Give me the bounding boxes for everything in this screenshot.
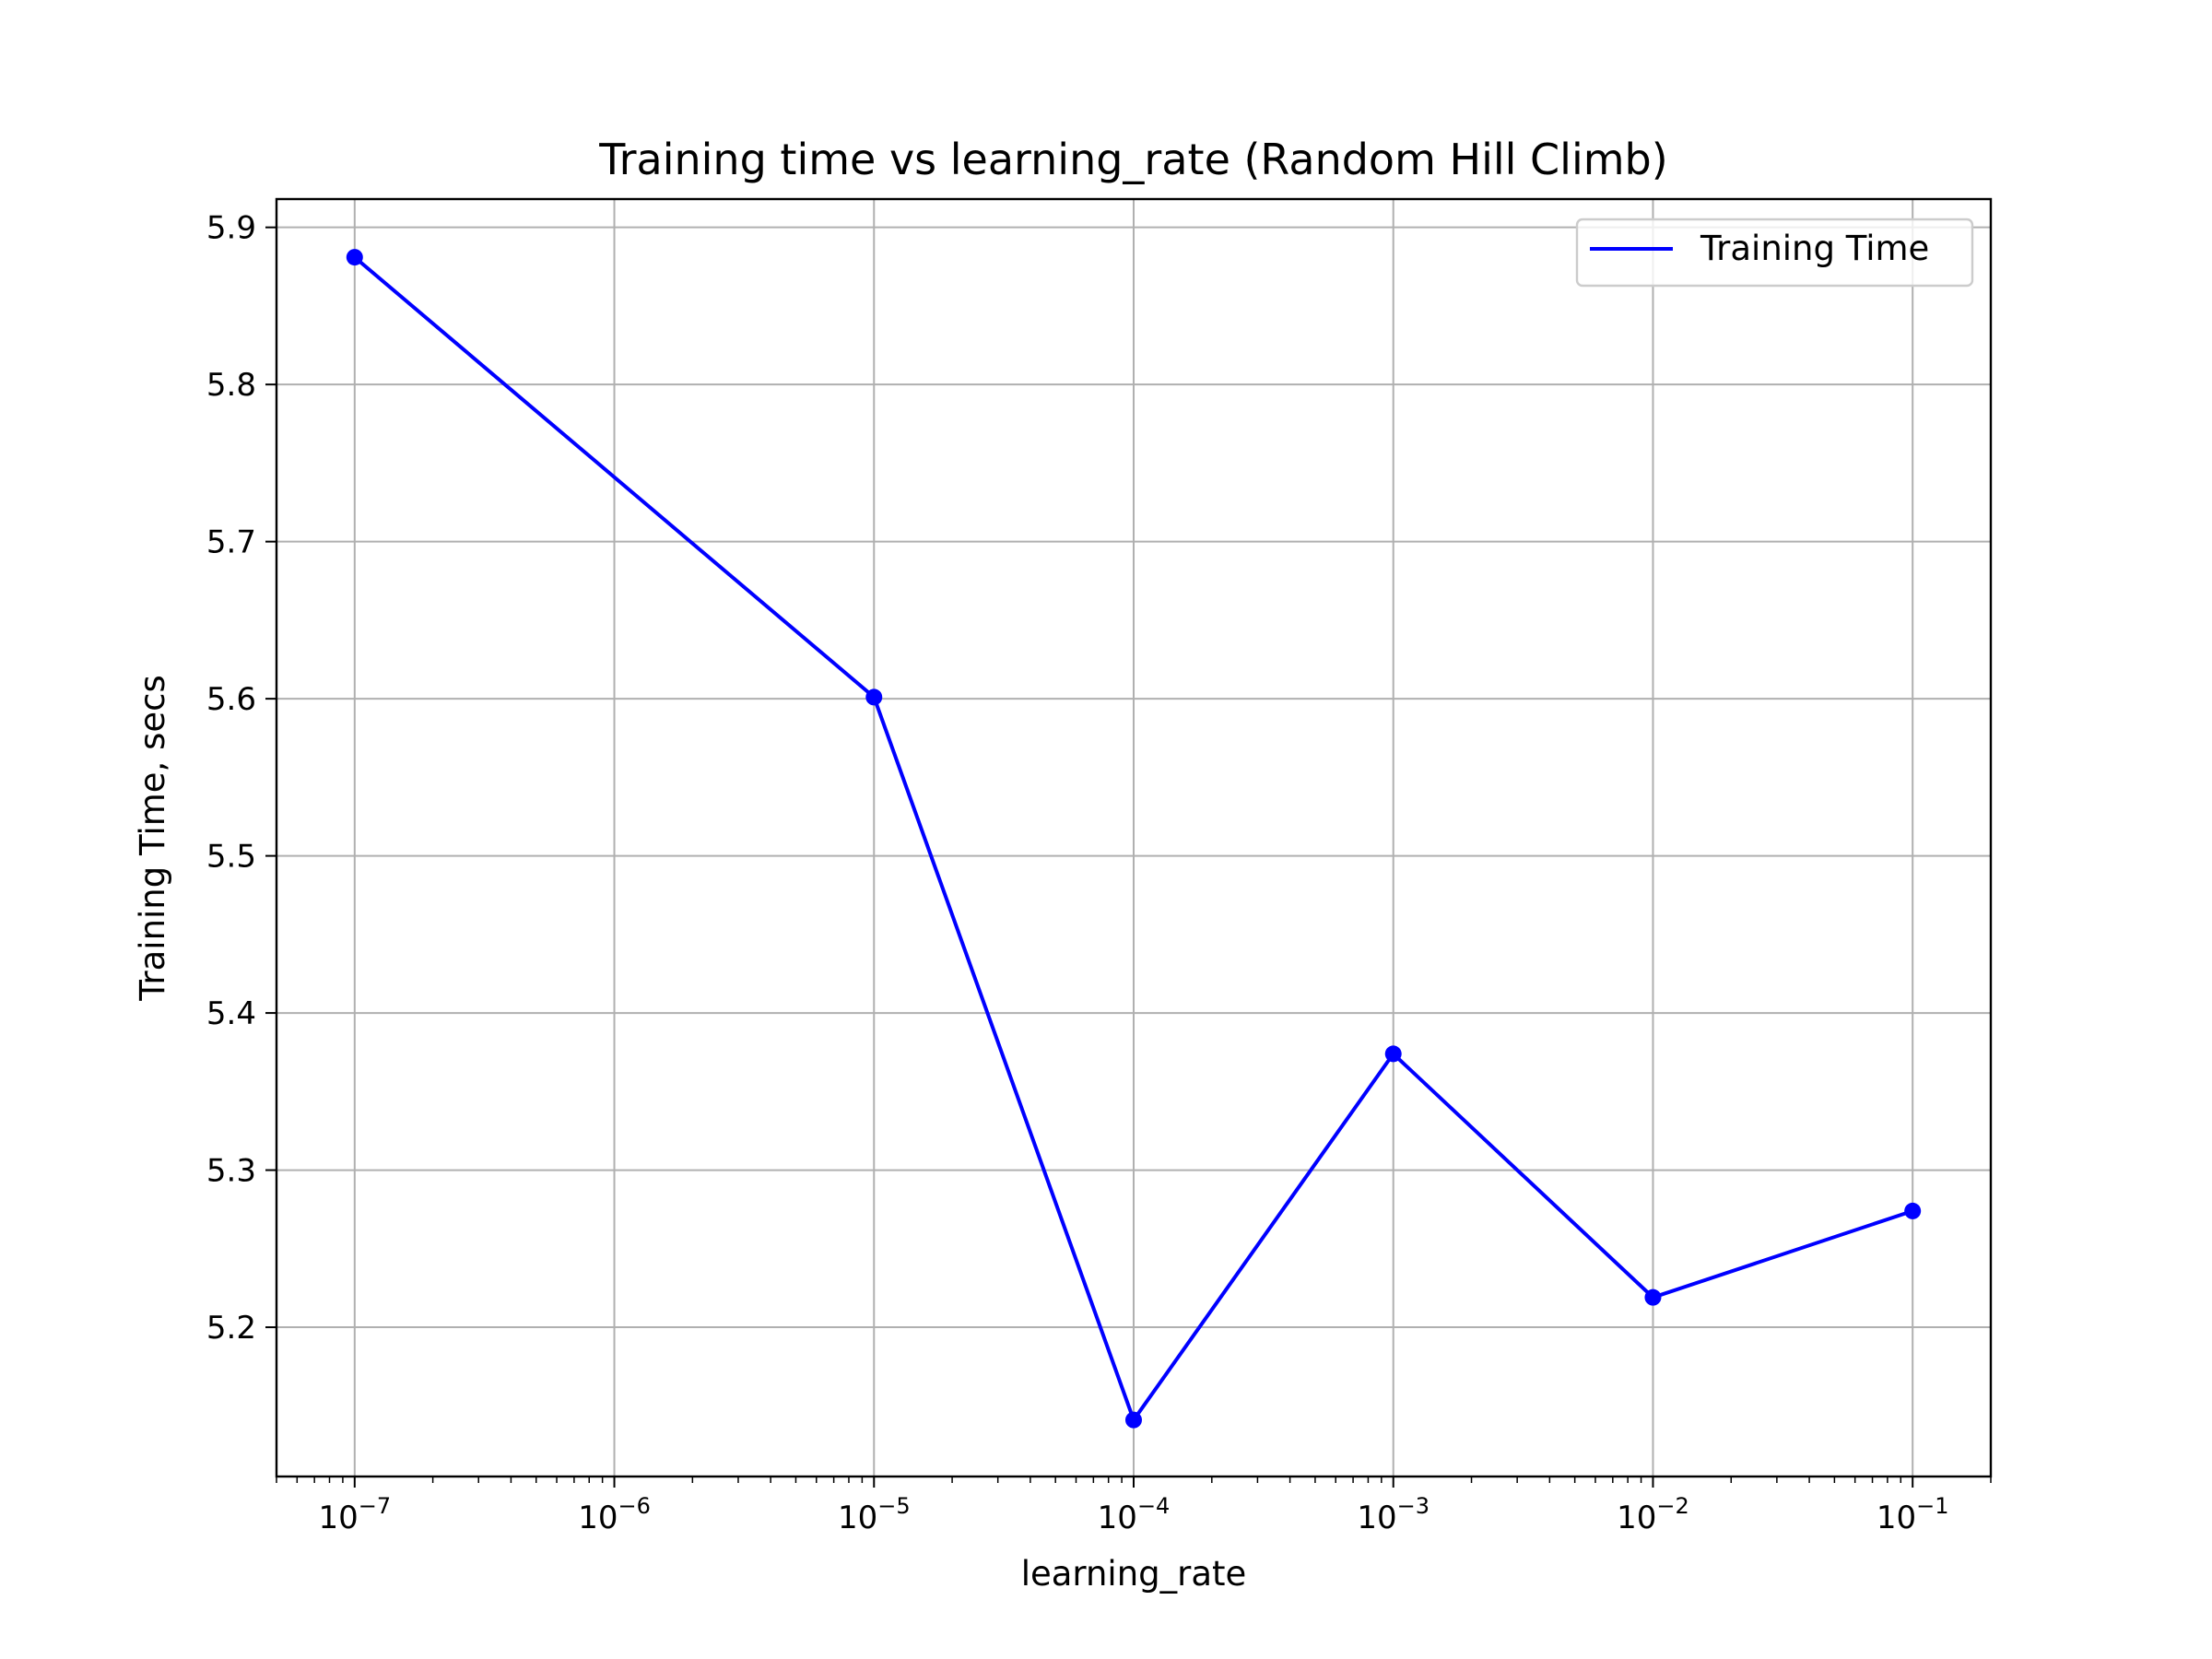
- x-tick-label: 10−1: [1877, 1493, 1949, 1536]
- y-tick-label: 5.2: [206, 1310, 256, 1347]
- y-tick-label: 5.3: [206, 1153, 256, 1190]
- y-tick-label: 5.6: [206, 681, 256, 718]
- y-tick-label: 5.5: [206, 839, 256, 876]
- x-tick-label: 10−6: [578, 1493, 651, 1536]
- y-tick-label: 5.4: [206, 995, 256, 1032]
- data-point: [1125, 1411, 1142, 1429]
- x-tick-label: 10−2: [1617, 1493, 1689, 1536]
- x-tick-label: 10−7: [318, 1493, 391, 1536]
- data-point: [346, 249, 363, 266]
- y-tick-label: 5.7: [206, 524, 256, 561]
- series-layer: [346, 249, 1922, 1429]
- y-tick-label: 5.8: [206, 367, 256, 404]
- chart-title: Training time vs learning_rate (Random H…: [598, 135, 1667, 184]
- legend-box: [1575, 218, 1974, 288]
- ticks: [265, 226, 1992, 1488]
- legend-label: Training Time: [1700, 229, 1929, 268]
- x-tick-label: 10−4: [1098, 1493, 1171, 1536]
- y-tick-label: 5.9: [206, 210, 256, 247]
- series-line: [353, 255, 1913, 1422]
- grid: [276, 199, 1991, 1477]
- data-point: [1644, 1288, 1662, 1306]
- tick-labels: 10−7 10−6 10−5 10−4 10−3 10−2 10−1 5.2 5.3 5.4 5.5…: [206, 210, 1949, 1536]
- y-axis-label: Training Time, secs: [133, 675, 172, 1002]
- x-tick-label: 10−3: [1357, 1493, 1430, 1536]
- data-point: [1384, 1045, 1402, 1063]
- data-point: [865, 688, 883, 706]
- data-point: [1904, 1202, 1922, 1219]
- x-axis-label: learning_rate: [1021, 1554, 1247, 1594]
- legend: Training Time: [1575, 218, 1974, 288]
- x-tick-label: 10−5: [838, 1493, 911, 1536]
